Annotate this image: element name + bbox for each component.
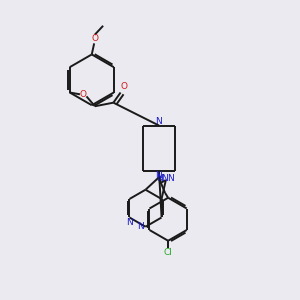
Text: N: N xyxy=(156,171,162,180)
Text: N: N xyxy=(126,218,133,227)
Text: N: N xyxy=(157,174,163,183)
Text: O: O xyxy=(91,34,98,43)
Text: N: N xyxy=(156,117,162,126)
Text: O: O xyxy=(120,82,127,91)
Text: N: N xyxy=(161,174,168,183)
Text: O: O xyxy=(80,90,86,99)
Text: Cl: Cl xyxy=(164,248,172,257)
Text: N: N xyxy=(137,222,143,231)
Text: N: N xyxy=(167,174,174,183)
